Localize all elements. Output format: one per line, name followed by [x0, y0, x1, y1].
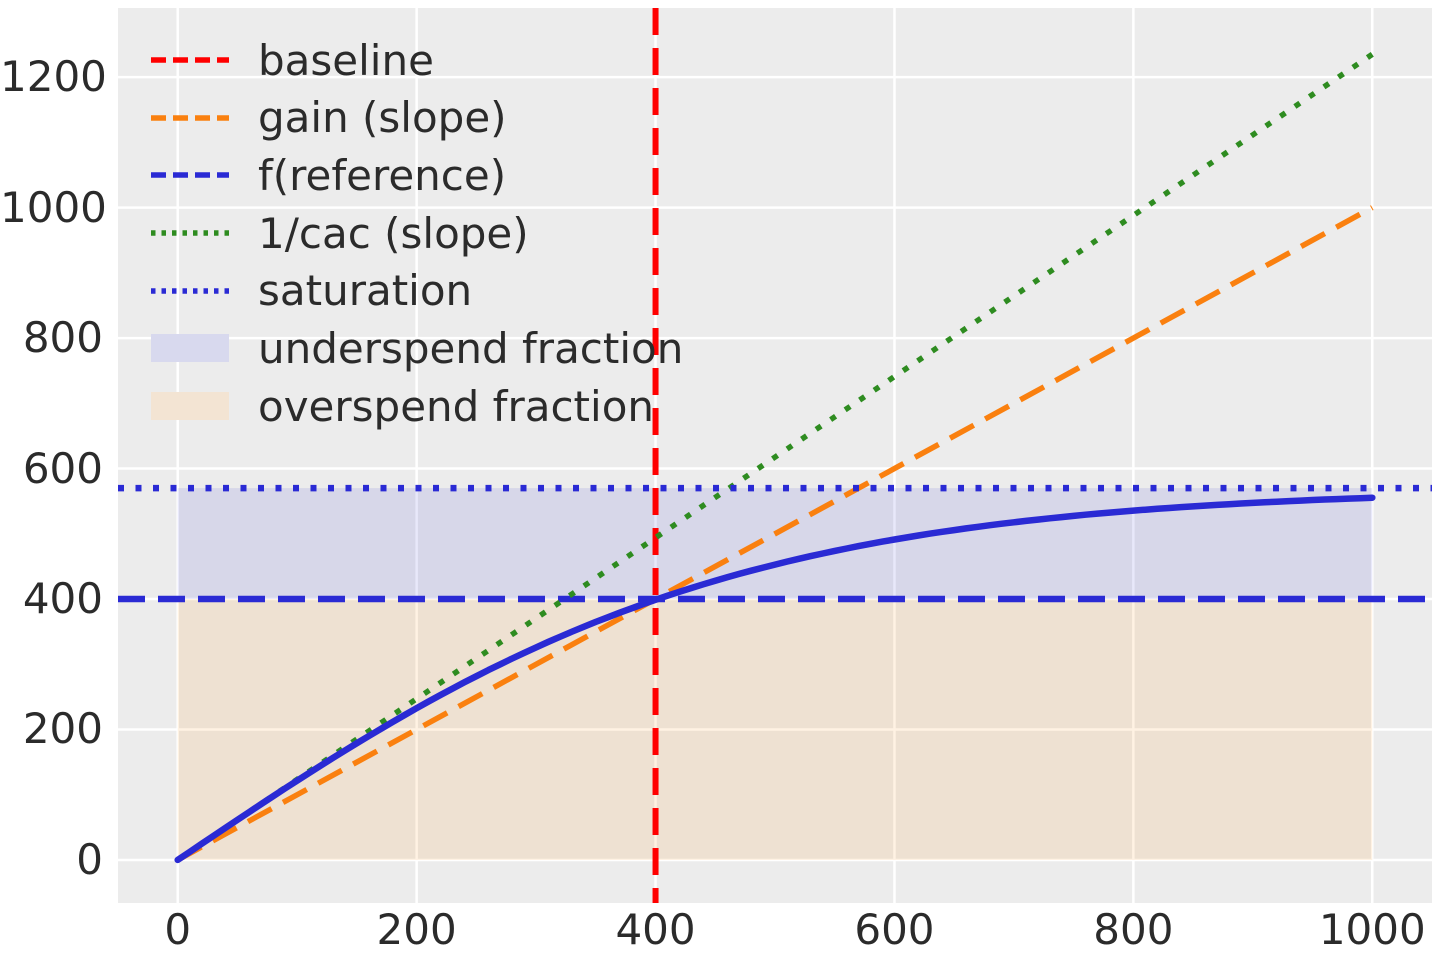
y-tick-label: 200	[22, 704, 103, 754]
x-tick-label: 0	[164, 905, 192, 954]
x-tick-label: 400	[615, 905, 696, 954]
series-gain-slope-	[176, 205, 1374, 863]
legend-item-label: underspend fraction	[258, 323, 684, 373]
legend-item-gain-slope-: gain (slope)	[151, 89, 507, 147]
legend-item-overspend-fraction: overspend fraction	[151, 377, 654, 435]
legend-swatch-icon	[151, 230, 229, 236]
y-tick-label: 1000	[0, 182, 107, 232]
y-tick-label: 1200	[0, 52, 107, 102]
legend-item-saturation: saturation	[151, 262, 472, 320]
legend-item-label: f(reference)	[258, 150, 507, 200]
legend-swatch-icon	[151, 172, 229, 179]
legend-swatch-icon	[151, 334, 229, 363]
legend-item-label: saturation	[258, 266, 473, 316]
y-tick-label: 800	[22, 313, 103, 363]
x-tick-label: 200	[376, 905, 457, 954]
legend-item-baseline: baseline	[151, 31, 434, 89]
x-tick-label: 600	[854, 905, 935, 954]
y-tick-label: 400	[22, 574, 103, 623]
legend-swatch-icon	[151, 114, 229, 121]
legend-item-label: gain (slope)	[258, 93, 507, 143]
legend-item-label: baseline	[258, 35, 434, 85]
legend-swatch-icon	[151, 287, 229, 294]
y-tick-label: 0	[76, 834, 103, 884]
legend-swatch-icon	[151, 57, 229, 63]
x-tick-label: 800	[1093, 905, 1174, 954]
legend-item-label: 1/cac (slope)	[258, 208, 529, 258]
legend-item-1-cac-slope-: 1/cac (slope)	[151, 204, 529, 262]
x-tick-label: 1000	[1318, 905, 1426, 954]
legend-item-label: overspend fraction	[258, 381, 655, 431]
series-1-cac-slope-	[176, 52, 1374, 863]
fill-region-overspend-fraction	[177, 599, 1373, 860]
series-response-curve	[174, 494, 1376, 864]
y-tick-label: 600	[22, 443, 103, 493]
legend-item-underspend-fraction: underspend fraction	[151, 319, 683, 377]
legend-swatch-icon	[151, 392, 229, 421]
legend-item-f-reference-: f(reference)	[151, 146, 506, 204]
